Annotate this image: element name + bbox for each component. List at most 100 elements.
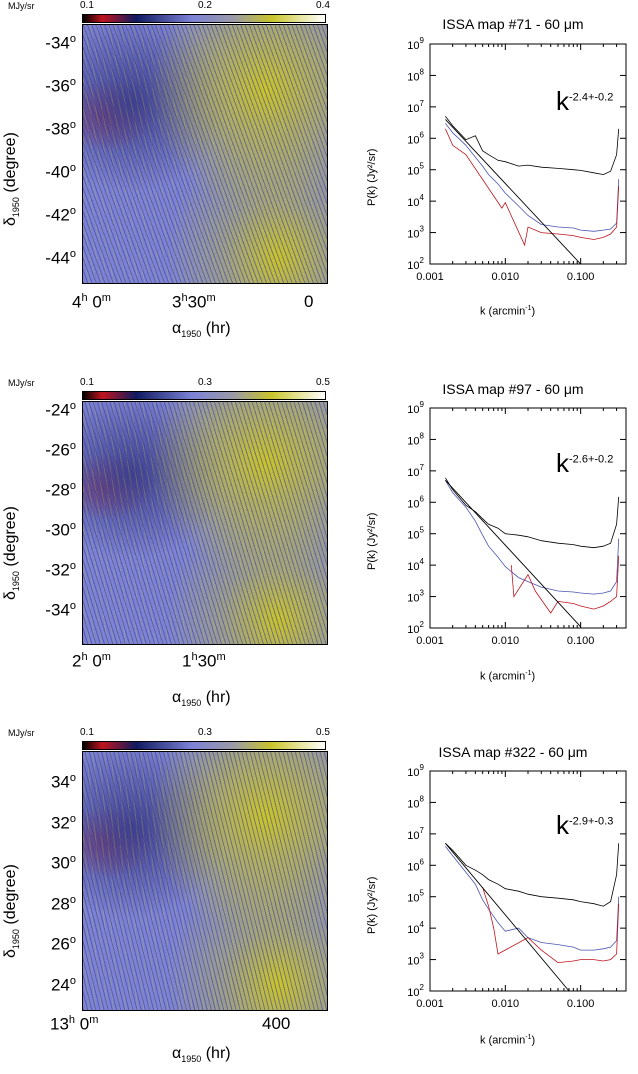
y-tick-label: 103 — [407, 952, 424, 968]
ra-tick-label: 4h 0m — [72, 292, 111, 312]
dec-tick-label: 28o — [50, 894, 76, 914]
intensity-map — [82, 751, 328, 1011]
spectrum-title: ISSA map #71 - 60 μm — [442, 16, 584, 32]
dec-tick-label: 26o — [50, 934, 76, 954]
corrected-spectrum-line — [445, 123, 620, 232]
ra-axis-label: α1950 (hr) — [172, 320, 231, 340]
ra-tick-label: 1h30m — [182, 651, 226, 671]
plot-frame — [429, 407, 627, 629]
fit-line — [445, 843, 570, 992]
dec-tick-label: -34o — [45, 33, 76, 53]
ra-tick-label: 2h 0m — [72, 651, 111, 671]
y-tick-label: 107 — [407, 99, 424, 115]
noise-spectrum-line — [445, 128, 620, 247]
x-tick-label: 0.001 — [416, 635, 444, 647]
y-tick-label: 104 — [407, 557, 424, 573]
y-tick-label: 102 — [407, 620, 424, 636]
slope-annotation: k-2.4+-0.2 — [556, 86, 614, 116]
colorbar-unit-label: MJy/sr — [8, 1, 35, 11]
dec-tick-label: -32o — [45, 560, 76, 580]
intensity-map — [82, 401, 328, 645]
spectrum-x-axis-label: k (arcmin-1) — [480, 1034, 536, 1047]
spectrum-title: ISSA map #322 - 60 μm — [438, 744, 588, 760]
corrected-spectrum-line — [445, 846, 620, 951]
power-spectrum-plot: 0.001 0.010 0.100 109 108 107 106 105 104 103 102 — [407, 400, 627, 647]
colorbar-tick: 0.1 — [80, 377, 94, 388]
y-tick-label: 105 — [407, 526, 424, 542]
intensity-map — [82, 24, 328, 284]
colorbar-unit-label: MJy/sr — [8, 728, 35, 738]
y-tick-label: 104 — [407, 920, 424, 936]
x-tick-label: 0.100 — [567, 998, 595, 1010]
y-tick-label: 102 — [407, 256, 424, 272]
y-tick-label: 102 — [407, 983, 424, 999]
x-tick-label: 0.010 — [492, 271, 520, 283]
slope-annotation: k-2.9+-0.3 — [556, 810, 614, 840]
y-tick-label: 106 — [407, 857, 424, 873]
y-tick-label: 104 — [407, 193, 424, 209]
colorbar-tick: 0.2 — [198, 0, 212, 11]
dec-tick-label: -28o — [45, 480, 76, 500]
y-tick-label: 106 — [407, 494, 424, 510]
x-tick-label: 0.100 — [567, 271, 595, 283]
total-spectrum-line — [445, 477, 620, 549]
y-tick-label: 107 — [407, 463, 424, 479]
x-tick-label: 0.010 — [492, 998, 520, 1010]
total-spectrum-line — [445, 116, 620, 176]
colorbar-tick: 0.3 — [198, 727, 212, 738]
dec-tick-label: -30o — [45, 520, 76, 540]
y-tick-label: 106 — [407, 130, 424, 146]
y-tick-label: 107 — [407, 826, 424, 842]
y-tick-label: 103 — [407, 225, 424, 241]
noise-spectrum-line — [510, 555, 620, 614]
y-tick-label: 109 — [407, 400, 424, 416]
y-tick-label: 103 — [407, 589, 424, 605]
dec-tick-label: -26o — [45, 440, 76, 460]
dec-tick-label: 30o — [50, 853, 76, 873]
corrected-spectrum-line — [445, 480, 620, 595]
spectrum-x-axis-label: k (arcmin-1) — [480, 670, 536, 683]
y-tick-label: 108 — [407, 431, 424, 447]
colorbar-tick: 0.1 — [80, 0, 94, 11]
colorbar-tick: 0.4 — [316, 0, 330, 11]
ra-tick-label: 13h 0m — [50, 1014, 99, 1034]
spectrum-y-axis-label: P(k) (Jy²/sr) — [366, 876, 378, 934]
dec-tick-label: -38o — [45, 119, 76, 139]
noise-spectrum-line — [482, 887, 620, 964]
x-tick-label: 0.001 — [416, 271, 444, 283]
power-spectrum-plot: 0.001 0.010 0.100 109 108 107 106 105 104 103 102 — [407, 763, 627, 1010]
dec-tick-label: -34o — [45, 600, 76, 620]
slope-annotation: k-2.6+-0.2 — [556, 448, 614, 478]
spectrum-y-axis-label: P(k) (Jy²/sr) — [366, 512, 378, 570]
dec-tick-label: 34o — [50, 772, 76, 792]
dec-axis-label: δ1950 (degree) — [2, 864, 22, 958]
ra-tick-label: 400 — [262, 1014, 291, 1033]
dec-tick-label: -44o — [45, 248, 76, 268]
ra-tick-label: 3h30m — [172, 292, 216, 312]
y-tick-label: 108 — [407, 794, 424, 810]
y-tick-label: 109 — [407, 36, 424, 52]
colorbar — [82, 14, 326, 23]
colorbar-tick: 0.5 — [316, 727, 330, 738]
fit-line — [445, 119, 581, 265]
ra-tick-label: 0 — [304, 292, 314, 311]
dec-tick-label: -36o — [45, 76, 76, 96]
plot-frame — [429, 770, 627, 992]
y-tick-label: 108 — [407, 67, 424, 83]
y-tick-label: 105 — [407, 889, 424, 905]
ra-axis-label: α1950 (hr) — [172, 689, 231, 709]
dec-tick-label: -40o — [45, 162, 76, 182]
colorbar-tick: 0.5 — [316, 377, 330, 388]
y-tick-label: 109 — [407, 763, 424, 779]
dec-axis-label: δ1950 (degree) — [2, 506, 22, 600]
spectrum-title: ISSA map #97 - 60 μm — [442, 381, 584, 397]
x-tick-label: 0.100 — [567, 635, 595, 647]
colorbar-tick: 0.3 — [198, 377, 212, 388]
dec-tick-label: -42o — [45, 205, 76, 225]
dec-tick-label: 24o — [50, 975, 76, 995]
colorbar-unit-label: MJy/sr — [8, 378, 35, 388]
x-tick-label: 0.010 — [492, 635, 520, 647]
ra-axis-label: α1950 (hr) — [172, 1045, 231, 1065]
spectrum-x-axis-label: k (arcmin-1) — [480, 305, 536, 318]
fit-line — [445, 479, 581, 628]
